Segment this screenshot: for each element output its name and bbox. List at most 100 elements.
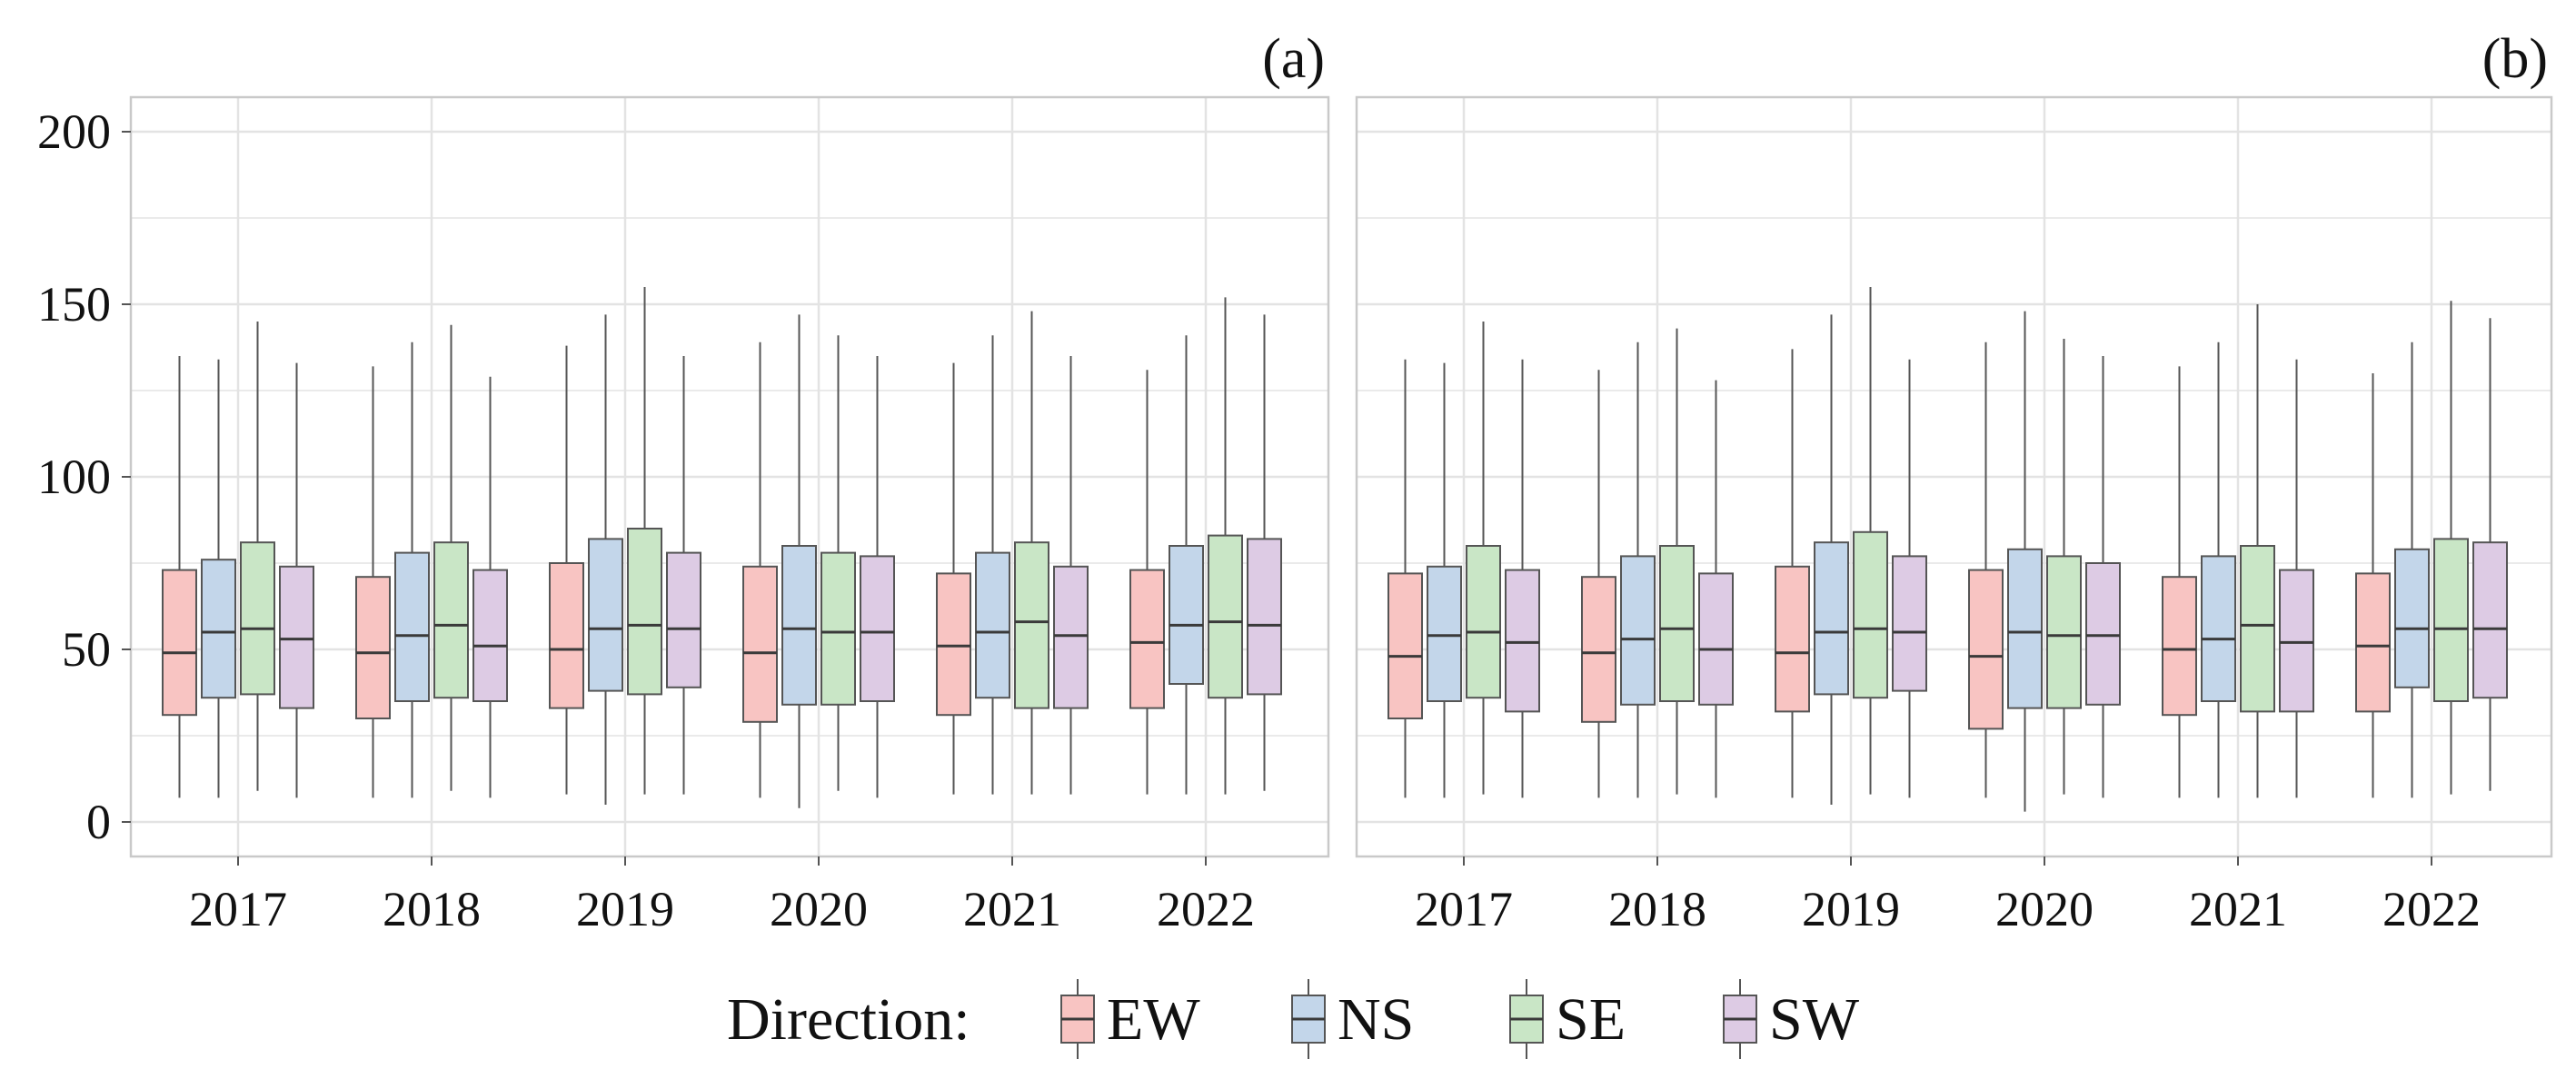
box-body (2085, 562, 2121, 706)
y-tick-label: 100 (37, 450, 111, 504)
box-body (1129, 569, 1165, 709)
box-sw-2017 (1505, 359, 1540, 798)
legend-label: SW (1769, 986, 1860, 1053)
box-body (1466, 545, 1501, 699)
y-tick-label: 200 (37, 104, 111, 159)
x-tick-label: 2020 (770, 882, 868, 936)
box-body (975, 551, 1010, 699)
x-tick-label: 2020 (1995, 882, 2094, 936)
legend-item-sw: SW (1723, 979, 1860, 1059)
box-body (201, 559, 236, 699)
panel-border (1355, 95, 2553, 858)
box-ns-2022 (1169, 335, 1204, 795)
x-tick-label: 2018 (383, 882, 481, 936)
box-body (279, 565, 314, 709)
box-body (162, 569, 197, 717)
box-se-2021 (1014, 311, 1049, 795)
box-sw-2018 (1698, 380, 1734, 798)
box-body (742, 565, 778, 723)
box-body (355, 576, 391, 720)
box-sw-2019 (1892, 359, 1927, 798)
box-body (1853, 530, 1888, 699)
box-body (2279, 569, 2314, 713)
box-ew-2018 (355, 366, 391, 798)
box-se-2021 (2240, 304, 2275, 798)
x-tick-label: 2017 (1415, 882, 1513, 936)
box-body (1814, 541, 1849, 696)
box-ew-2019 (549, 345, 584, 795)
box-body (588, 538, 623, 692)
box-se-2020 (2046, 339, 2082, 795)
legend-item-ns: NS (1291, 979, 1414, 1059)
box-body (1581, 576, 1616, 723)
box-body (1505, 569, 1540, 713)
y-tick-label: 150 (37, 277, 111, 332)
box-body (1659, 545, 1695, 702)
legend-item-se: SE (1509, 979, 1626, 1059)
box-se-2019 (627, 287, 662, 795)
box-sw-2019 (666, 356, 701, 795)
box-se-2017 (240, 322, 275, 791)
box-body (781, 545, 817, 706)
box-body (860, 555, 895, 703)
box-body (2394, 548, 2430, 688)
box-ew-2021 (2162, 366, 2197, 798)
box-sw-2020 (860, 356, 895, 798)
box-body (1427, 565, 1462, 702)
box-body (1620, 555, 1656, 706)
box-ns-2018 (1620, 342, 1656, 798)
legend: Direction: EW NS SE SW (727, 979, 1860, 1059)
box-body (549, 562, 584, 709)
legend-title: Direction: (727, 986, 970, 1053)
box-sw-2021 (1053, 356, 1089, 795)
box-ew-2021 (936, 362, 971, 795)
box-ns-2019 (1814, 314, 1849, 805)
box-body (2355, 572, 2391, 713)
box-body (666, 551, 701, 688)
x-tick-label: 2021 (963, 882, 1061, 936)
box-body (1892, 555, 1927, 692)
box-ns-2017 (1427, 362, 1462, 798)
box-body (1053, 565, 1089, 709)
box-ew-2020 (1968, 342, 2004, 798)
box-body (2046, 555, 2082, 709)
box-se-2017 (1466, 322, 1501, 795)
box-body (240, 541, 275, 696)
box-body (1775, 565, 1810, 713)
box-ew-2017 (1387, 359, 1423, 798)
legend-item-ew: EW (1060, 979, 1200, 1059)
box-body (1698, 572, 1734, 706)
box-ns-2021 (975, 335, 1010, 795)
y-tick-label: 0 (86, 795, 111, 849)
box-body (2007, 548, 2043, 709)
x-tick-label: 2017 (189, 882, 287, 936)
legend-label: NS (1338, 986, 1414, 1053)
box-ew-2022 (1129, 370, 1165, 795)
x-tick-label: 2019 (576, 882, 674, 936)
box-ew-2022 (2355, 373, 2391, 798)
box-ns-2018 (394, 342, 430, 798)
box-ns-2022 (2394, 342, 2430, 798)
box-body (2201, 555, 2236, 703)
box-body (1169, 545, 1204, 685)
x-tick-label: 2018 (1608, 882, 1706, 936)
x-tick-label: 2022 (2382, 882, 2481, 936)
box-body (394, 551, 430, 702)
box-body (1208, 534, 1243, 699)
box-ns-2020 (2007, 311, 2043, 812)
box-body (1387, 572, 1423, 720)
box-ns-2017 (201, 359, 236, 798)
legend-label: EW (1107, 986, 1200, 1053)
box-se-2020 (821, 335, 856, 791)
box-body (433, 541, 469, 699)
box-body (1014, 541, 1049, 709)
box-se-2018 (1659, 328, 1695, 795)
box-sw-2017 (279, 362, 314, 798)
box-sw-2022 (1247, 314, 1282, 791)
box-body (627, 528, 662, 696)
x-tick-label: 2022 (1157, 882, 1255, 936)
box-sw-2022 (2472, 318, 2508, 791)
x-tick-label: 2019 (1802, 882, 1900, 936)
panel-label: (b) (2482, 28, 2548, 90)
